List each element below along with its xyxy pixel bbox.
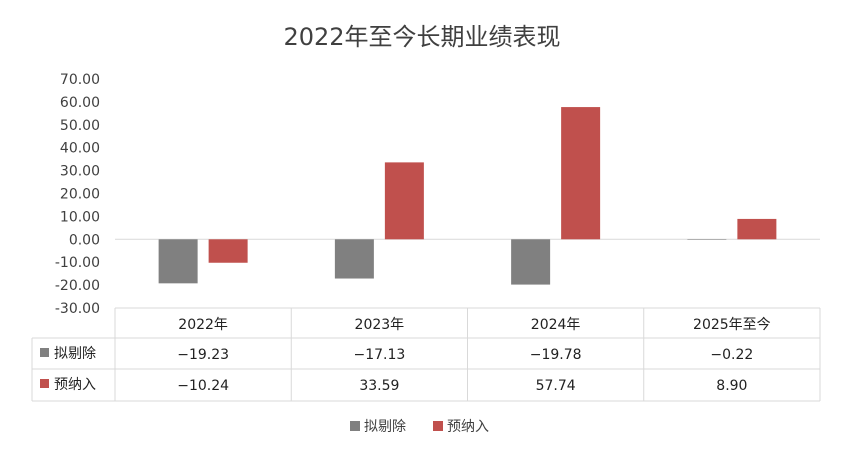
y-tick-label: 50.00: [60, 118, 100, 134]
bar-exclude: [687, 239, 727, 240]
bar-include: [208, 239, 248, 263]
bar-include: [561, 107, 601, 240]
y-tick-label: 70.00: [60, 72, 100, 88]
y-tick-label: 40.00: [60, 141, 100, 157]
series-name: 拟剔除: [54, 346, 96, 362]
y-tick-label: 0.00: [69, 232, 100, 248]
legend: 拟剔除 预纳入: [350, 419, 489, 435]
data-label: −19.78: [530, 347, 582, 363]
bar-exclude: [158, 239, 198, 284]
series-key: [40, 348, 49, 357]
data-label: −17.13: [353, 347, 405, 363]
data-label: 33.59: [359, 378, 399, 394]
series-name: 预纳入: [54, 377, 96, 393]
legend-label: 预纳入: [447, 419, 489, 435]
legend-label: 拟剔除: [364, 419, 406, 435]
data-label: −0.22: [710, 347, 753, 363]
y-tick-label: 20.00: [60, 187, 100, 203]
chart-title: 2022年至今长期业绩表现: [283, 23, 560, 51]
y-axis: 70.00 60.00 50.00 40.00 30.00 20.00 10.00 0.00 -…: [55, 72, 100, 317]
data-label: 57.74: [536, 378, 576, 394]
y-tick-label: 30.00: [60, 164, 100, 180]
y-tick-label: -10.00: [55, 255, 100, 271]
y-tick-label: 10.00: [60, 209, 100, 225]
category-label: 2025年至今: [693, 317, 771, 333]
category-label: 2024年: [531, 317, 581, 333]
data-label: 8.90: [716, 378, 747, 394]
bar-exclude: [334, 239, 374, 279]
legend-swatch: [433, 421, 443, 431]
y-tick-label: 60.00: [60, 95, 100, 111]
y-tick-label: -20.00: [55, 278, 100, 294]
category-label: 2022年: [178, 317, 228, 333]
bar-include: [737, 218, 777, 240]
data-label: −19.23: [177, 347, 229, 363]
bar-area: [115, 107, 820, 285]
data-label: −10.24: [177, 378, 229, 394]
bar-include: [384, 162, 424, 240]
y-tick-label: -30.00: [55, 301, 100, 317]
series-key: [40, 379, 49, 388]
legend-swatch: [350, 421, 360, 431]
category-label: 2023年: [355, 317, 405, 333]
bar-exclude: [511, 239, 551, 285]
